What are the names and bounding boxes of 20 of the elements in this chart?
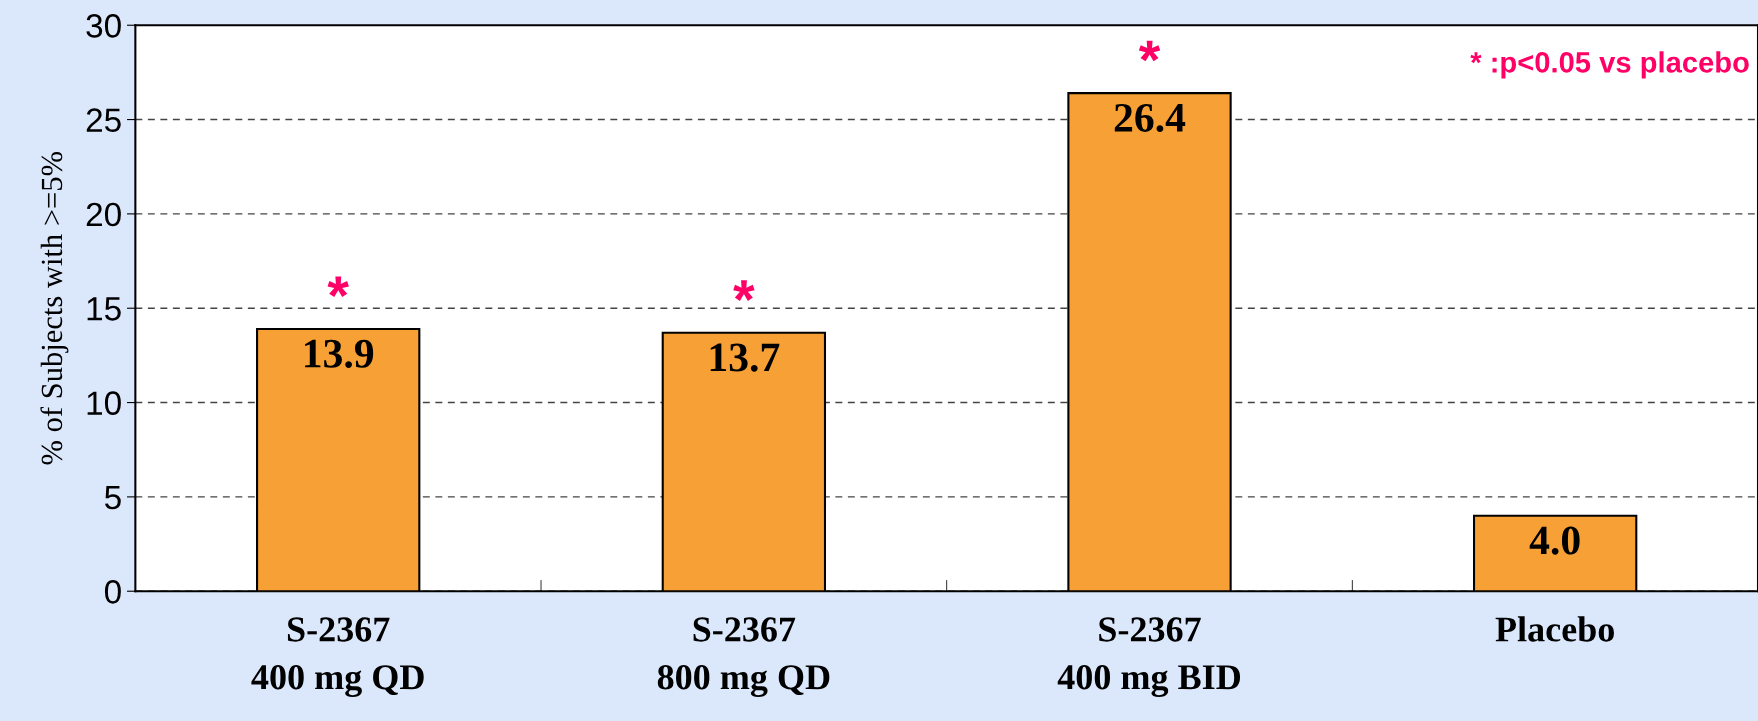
x-tick-label: S-2367 400 mg QD: [251, 617, 424, 698]
annotation: *: [327, 276, 349, 298]
y-tick-label: 20: [86, 202, 121, 227]
x-tick-label: S-2367 800 mg QD: [657, 617, 830, 698]
y-tick-label: 5: [104, 486, 121, 510]
y-tick-label: 30: [86, 14, 121, 38]
annotation: *: [1138, 40, 1161, 62]
y-tick-label: 10: [87, 391, 121, 415]
data-label: 26.4: [1114, 103, 1186, 133]
x-tick-label: Placebo: [1495, 616, 1614, 642]
data-label: 4.0: [1529, 526, 1580, 555]
x-tick-label: S-2367 400 mg BID: [1057, 617, 1241, 698]
y-tick-label: 25: [86, 108, 121, 132]
data-label: 13.9: [305, 339, 374, 368]
annotation: * :p<0.05 vs placebo: [1470, 51, 1749, 79]
annotation: *: [733, 280, 755, 301]
y-tick-label: 0: [104, 580, 121, 604]
data-label: 13.7: [710, 343, 780, 372]
y-tick-label: 15: [87, 297, 121, 321]
y-axis-title: % of Subjects with >=5%: [40, 152, 69, 465]
